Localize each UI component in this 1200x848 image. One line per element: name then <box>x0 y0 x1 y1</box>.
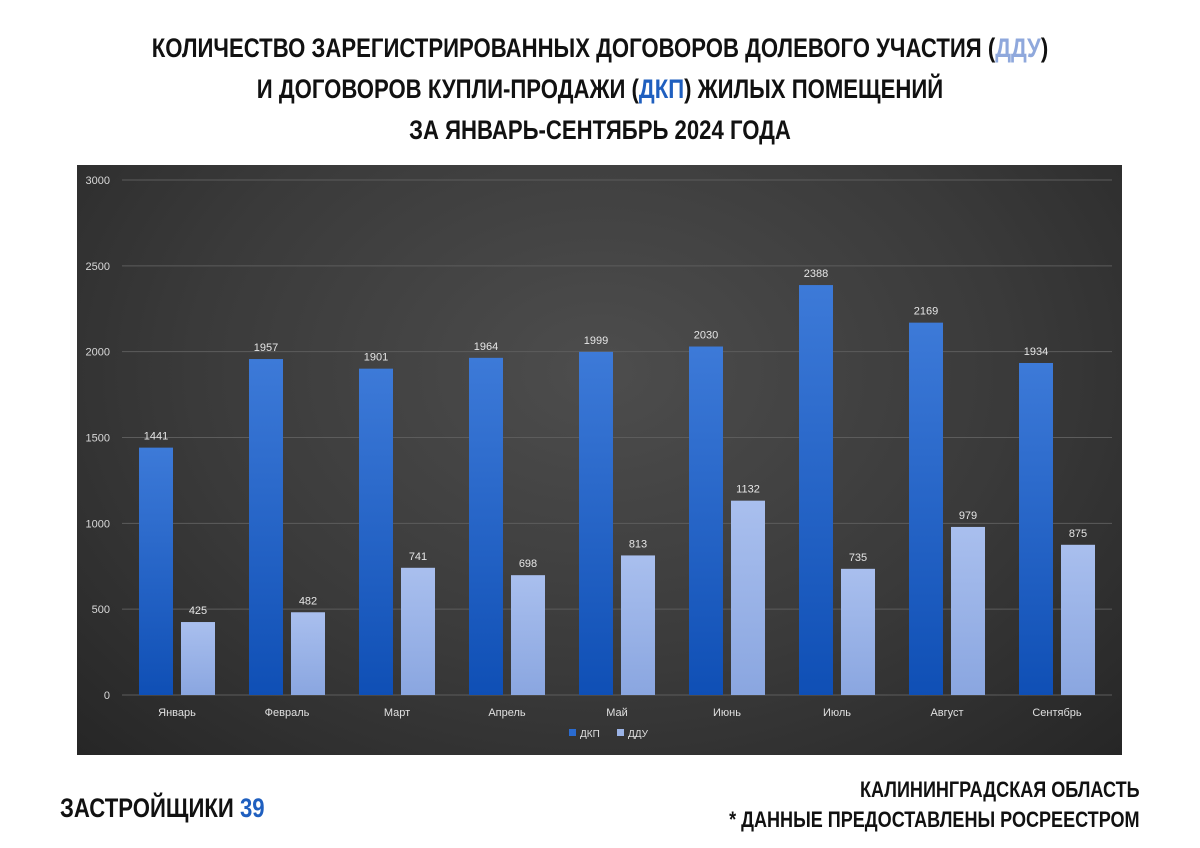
data-label-ddu: 979 <box>959 510 977 522</box>
title-line-1-text: КОЛИЧЕСТВО ЗАРЕГИСТРИРОВАННЫХ ДОГОВОРОВ … <box>151 33 996 63</box>
bar-ddu <box>291 612 325 695</box>
title-line-1: КОЛИЧЕСТВО ЗАРЕГИСТРИРОВАННЫХ ДОГОВОРОВ … <box>108 28 1092 69</box>
data-label-dkp: 2388 <box>804 268 828 280</box>
x-tick-label: Июль <box>823 707 851 719</box>
legend-swatch <box>569 729 576 736</box>
x-tick-label: Май <box>606 707 628 719</box>
title-line-1-end: ) <box>1040 33 1049 63</box>
chart-panel: 0 500 1000 1500 2000 2500 3000 1441 425 Январь 195… <box>77 165 1122 755</box>
bar-dkp <box>799 285 833 695</box>
x-tick-label: Июнь <box>713 707 741 719</box>
x-tick-label: Январь <box>158 707 196 719</box>
title-line-2-text: И ДОГОВОРОВ КУПЛИ-ПРОДАЖИ ( <box>256 74 639 104</box>
y-tick-label: 2000 <box>86 347 110 359</box>
bar-dkp <box>249 359 283 695</box>
title-line-2: И ДОГОВОРОВ КУПЛИ-ПРОДАЖИ (ДКП) ЖИЛЫХ ПО… <box>108 69 1092 110</box>
data-label-ddu: 1132 <box>736 484 760 496</box>
legend-label: ДКП <box>580 729 600 740</box>
data-label-dkp: 2169 <box>914 306 938 318</box>
brand-text: ЗАСТРОЙЩИКИ <box>60 793 234 823</box>
data-label-dkp: 1957 <box>254 342 278 354</box>
brand-footer: ЗАСТРОЙЩИКИ 39 <box>60 793 265 824</box>
bar-dkp <box>1019 362 1053 695</box>
data-label-ddu: 425 <box>189 605 207 617</box>
title-dkp-abbr: ДКП <box>638 74 685 104</box>
bar-dkp <box>469 357 503 695</box>
data-label-ddu: 875 <box>1069 528 1087 540</box>
y-tick-label: 3000 <box>86 175 110 187</box>
bar-dkp <box>579 351 613 695</box>
data-label-ddu: 698 <box>519 558 537 570</box>
x-tick-label: Март <box>384 707 410 719</box>
bar-ddu <box>401 567 435 695</box>
chart-title: КОЛИЧЕСТВО ЗАРЕГИСТРИРОВАННЫХ ДОГОВОРОВ … <box>108 28 1092 151</box>
data-label-dkp: 1964 <box>474 341 498 353</box>
bar-chart: 0 500 1000 1500 2000 2500 3000 1441 425 Январь 195… <box>86 175 1112 740</box>
data-label-dkp: 1441 <box>144 431 168 443</box>
legend-swatch <box>617 729 624 736</box>
source-note: * ДАННЫЕ ПРЕДОСТАВЛЕНЫ РОСРЕЕСТРОМ <box>729 807 1140 832</box>
x-tick-label: Август <box>930 707 963 719</box>
bar-dkp <box>359 368 393 695</box>
y-tick-label: 1000 <box>86 518 110 530</box>
bar-ddu <box>731 500 765 695</box>
bar-ddu <box>951 526 985 695</box>
data-label-dkp: 2030 <box>694 330 718 342</box>
y-tick-label: 2500 <box>86 261 110 273</box>
x-tick-label: Апрель <box>488 707 526 719</box>
data-label-ddu: 741 <box>409 551 427 563</box>
region-label: КАЛИНИНГРАДСКАЯ ОБЛАСТЬ <box>860 777 1140 802</box>
title-ddu-abbr: ДДУ <box>995 33 1041 63</box>
data-label-ddu: 482 <box>299 595 317 607</box>
bar-dkp <box>909 322 943 695</box>
bar-ddu <box>511 575 545 695</box>
data-label-dkp: 1901 <box>364 352 388 364</box>
data-label-dkp: 1934 <box>1024 346 1048 358</box>
y-tick-label: 1500 <box>86 433 110 445</box>
source-footer: КАЛИНИНГРАДСКАЯ ОБЛАСТЬ * ДАННЫЕ ПРЕДОСТ… <box>730 775 1140 835</box>
bar-ddu <box>1061 544 1095 695</box>
data-label-ddu: 813 <box>629 538 647 550</box>
x-tick-label: Февраль <box>265 707 310 719</box>
data-label-dkp: 1999 <box>584 335 608 347</box>
title-line-2-end: ) ЖИЛЫХ ПОМЕЩЕНИЙ <box>684 74 944 104</box>
bar-ddu <box>181 622 215 695</box>
brand-number: 39 <box>239 793 265 823</box>
y-tick-label: 500 <box>92 604 110 616</box>
y-tick-label: 0 <box>104 690 110 702</box>
bar-ddu <box>841 568 875 695</box>
legend-label: ДДУ <box>628 729 649 740</box>
bar-dkp <box>139 447 173 695</box>
title-line-3: ЗА ЯНВАРЬ-СЕНТЯБРЬ 2024 ГОДА <box>409 115 791 145</box>
data-label-ddu: 735 <box>849 552 867 564</box>
bar-dkp <box>689 346 723 695</box>
x-tick-label: Сентябрь <box>1032 707 1082 719</box>
bar-ddu <box>621 555 655 695</box>
